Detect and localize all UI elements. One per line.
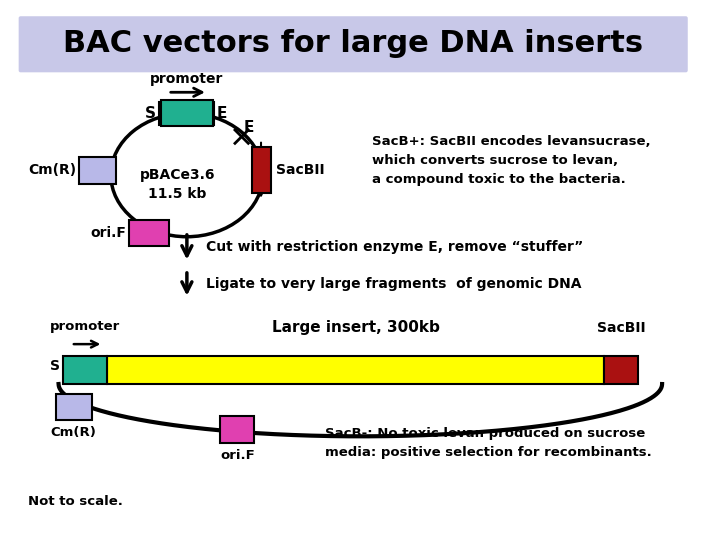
FancyBboxPatch shape: [19, 16, 688, 72]
Bar: [79, 157, 116, 184]
Text: SacB-: No toxic levan produced on sucrose
media: positive selection for recombin: SacB-: No toxic levan produced on sucros…: [325, 427, 652, 459]
Text: E: E: [243, 120, 254, 135]
Text: ori.F: ori.F: [90, 226, 126, 240]
Text: Not to scale.: Not to scale.: [28, 495, 123, 508]
Text: S: S: [145, 106, 156, 120]
Text: promoter: promoter: [150, 72, 224, 86]
Text: ori.F: ori.F: [220, 449, 255, 462]
Text: promoter: promoter: [50, 320, 120, 333]
Text: Cm(R): Cm(R): [29, 163, 76, 177]
Text: SacBII: SacBII: [276, 163, 325, 177]
Text: S: S: [50, 359, 60, 373]
Text: Large insert, 300kb: Large insert, 300kb: [271, 320, 439, 335]
Text: SacB+: SacBII encodes levansucrase,
which converts sucrose to levan,
a compound : SacB+: SacBII encodes levansucrase, whic…: [372, 135, 651, 186]
Bar: [63, 355, 107, 384]
Bar: [604, 355, 639, 384]
Bar: [129, 220, 168, 246]
Text: Cut with restriction enzyme E, remove “stuffer”: Cut with restriction enzyme E, remove “s…: [206, 240, 583, 254]
Bar: [251, 147, 271, 193]
Bar: [161, 100, 213, 126]
Text: Ligate to very large fragments  of genomic DNA: Ligate to very large fragments of genomi…: [206, 277, 581, 291]
Text: Cm(R): Cm(R): [51, 426, 96, 439]
Bar: [55, 394, 92, 420]
Text: E: E: [217, 106, 228, 120]
Bar: [220, 416, 254, 443]
Bar: [107, 355, 604, 384]
Text: BAC vectors for large DNA inserts: BAC vectors for large DNA inserts: [63, 29, 643, 58]
Text: SacBII: SacBII: [597, 321, 646, 335]
Text: pBACe3.6
11.5 kb: pBACe3.6 11.5 kb: [140, 168, 215, 201]
